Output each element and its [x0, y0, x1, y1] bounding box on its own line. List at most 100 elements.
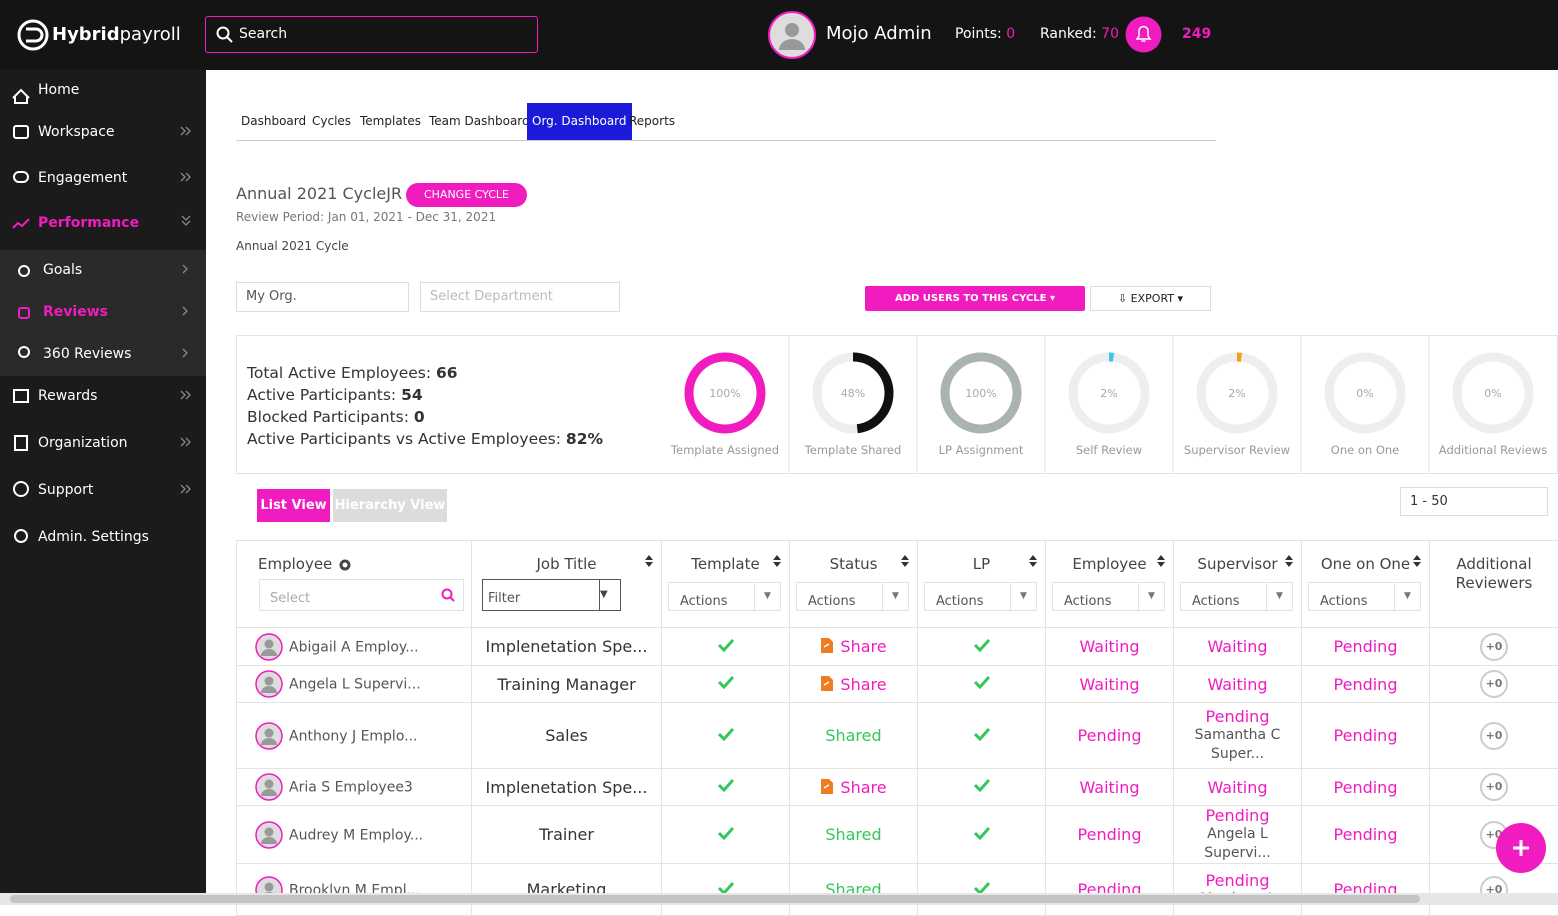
actions-placeholder: Actions: [1320, 594, 1368, 609]
additional-reviewers[interactable]: +0: [1480, 773, 1508, 801]
column-title: Template: [662, 555, 789, 573]
lp-check: [918, 703, 1046, 769]
actions-select[interactable]: Actions▼: [1308, 582, 1421, 611]
template-check: [662, 666, 790, 703]
status-text[interactable]: Share: [840, 778, 886, 797]
job-title: Implenetation Spe...: [472, 628, 662, 666]
lp-check: [918, 769, 1046, 806]
actions-placeholder: Actions: [1192, 594, 1240, 609]
top-bar: Hybridpayroll Search Mojo Admin Points: …: [0, 0, 1558, 70]
status-text[interactable]: Share: [840, 675, 886, 694]
user-name[interactable]: Mojo Admin: [826, 23, 932, 44]
one-on-one: Pending: [1302, 864, 1430, 916]
template-check: [662, 806, 790, 864]
header-cell: Supervisor Actions▼: [1174, 541, 1302, 628]
logo-text: Hybridpayroll: [52, 24, 181, 45]
additional-reviewers[interactable]: +0: [1480, 633, 1508, 661]
tab[interactable]: Cycles: [307, 103, 356, 140]
supervisor-cell: Waiting: [1174, 769, 1302, 806]
template-check: [662, 628, 790, 666]
job-title: Implenetation Spe...: [472, 769, 662, 806]
logo-light: payroll: [120, 24, 181, 45]
ring-label: 2%: [1228, 387, 1245, 400]
ring-label: 100%: [965, 387, 996, 400]
ring-caption: Additional Reviews: [1439, 443, 1547, 457]
add-users-button[interactable]: ADD USERS TO THIS CYCLE ▾: [865, 286, 1085, 311]
export-button[interactable]: ⇩ EXPORT ▾: [1090, 286, 1211, 311]
actions-select[interactable]: Actions▼: [924, 582, 1037, 611]
tab[interactable]: Dashboard: [236, 103, 311, 140]
actions-placeholder: Actions: [808, 594, 856, 609]
job-title: Training Manager: [472, 666, 662, 703]
ranked-label: Ranked:: [1040, 26, 1097, 42]
actions-select[interactable]: Actions▼: [796, 582, 909, 611]
status-text[interactable]: Shared: [825, 825, 881, 844]
header-cell: Employee Select: [237, 541, 472, 628]
bell-button[interactable]: [1125, 16, 1162, 53]
actions-select[interactable]: Actions▼: [1180, 582, 1293, 611]
ring-caption: Supervisor Review: [1184, 443, 1290, 457]
change-cycle-button[interactable]: CHANGE CYCLE: [406, 183, 527, 207]
column-title: Supervisor: [1174, 555, 1301, 573]
ring-caption: One on One: [1331, 443, 1399, 457]
employee-cell: Anthony J Emplo...: [237, 703, 472, 769]
department-select[interactable]: Select Department: [420, 282, 620, 312]
logo-icon: [16, 18, 50, 52]
stat-label: Active Participants:: [247, 386, 396, 404]
fab-add-button[interactable]: [1495, 822, 1547, 874]
additional-reviewers[interactable]: +0: [1480, 722, 1508, 750]
tab[interactable]: Templates: [355, 103, 426, 140]
tab[interactable]: Team Dashboard: [424, 103, 535, 140]
employee-cell: Aria S Employee3: [237, 769, 472, 806]
supervisor-cell: Waiting: [1174, 628, 1302, 666]
column-title: Employee: [237, 555, 471, 573]
column-title: Employee: [1046, 555, 1173, 573]
actions-select[interactable]: Actions▼: [1052, 582, 1165, 611]
hierarchy-view-button[interactable]: Hierarchy View: [333, 489, 447, 522]
additional-cell: +0: [1430, 769, 1558, 806]
tab[interactable]: Reports: [624, 103, 680, 140]
stat-line: Blocked Participants: 0: [247, 406, 603, 428]
points-label: Points:: [955, 26, 1002, 42]
status-cell: Share: [790, 666, 918, 703]
ranked: Ranked: 70: [1040, 26, 1119, 42]
list-view-button[interactable]: List View: [257, 489, 330, 522]
table-row: Abigail A Employ...Implenetation Spe...S…: [237, 628, 1558, 666]
search-box[interactable]: Search: [205, 16, 538, 53]
ring-label: 100%: [709, 387, 740, 400]
status-text[interactable]: Share: [840, 637, 886, 656]
logo-bold: Hybrid: [52, 24, 120, 45]
template-check: [662, 769, 790, 806]
additional-cell: +0: [1430, 628, 1558, 666]
tab[interactable]: Org. Dashboard: [527, 103, 632, 140]
avatar[interactable]: [767, 10, 817, 60]
pager-select[interactable]: 1 - 50: [1400, 487, 1548, 516]
ring-caption: Template Assigned: [670, 443, 779, 457]
org-select[interactable]: My Org.: [236, 282, 409, 312]
one-on-one: Pending: [1302, 628, 1430, 666]
header-cell: Employee Actions▼: [1046, 541, 1174, 628]
employee-review: Pending: [1046, 864, 1174, 916]
lp-check: [918, 666, 1046, 703]
job-filter[interactable]: Filter▼: [482, 579, 621, 611]
employee-search[interactable]: Select: [259, 579, 464, 611]
employee-placeholder: Select: [270, 591, 310, 606]
points: Points: 0: [955, 26, 1015, 42]
scrollbar[interactable]: [0, 893, 1558, 905]
employee-cell: Audrey M Employ...: [237, 806, 472, 864]
additional-reviewers[interactable]: +0: [1480, 670, 1508, 698]
status-cell: Shared: [790, 864, 918, 916]
actions-select[interactable]: Actions▼: [668, 582, 781, 611]
supervisor-name: Samantha C Super...: [1174, 726, 1301, 764]
status-text[interactable]: Shared: [825, 726, 881, 745]
